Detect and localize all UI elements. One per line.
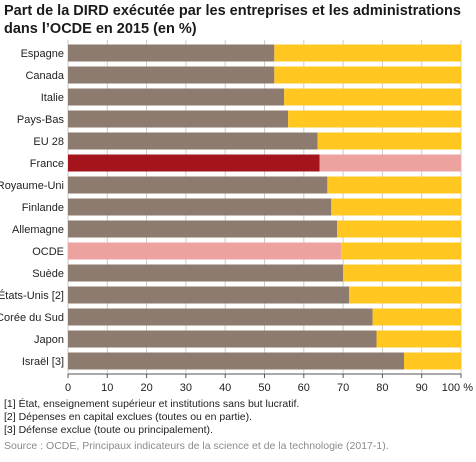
bar-segment-entreprises <box>68 66 275 84</box>
bar-segment-administrations <box>337 220 461 238</box>
stacked-bar-chart: Espagne Canada Italie Pays-Bas EU 28 France Ro… <box>0 40 473 394</box>
category-label: Espagne <box>21 48 64 60</box>
x-tick-label: 80 <box>376 382 388 394</box>
x-axis: 0 10 20 30 40 50 60 70 80 90 100 % <box>65 373 473 394</box>
category-label: Allemagne <box>12 224 64 236</box>
footnotes: [1] État, enseignement supérieur et inst… <box>4 398 472 437</box>
x-tick-label: 50 <box>258 382 270 394</box>
chart-title: Part de la DIRD exécutée par les entrepr… <box>4 3 461 37</box>
bar-segment-administrations <box>317 132 461 150</box>
bar-segment-administrations <box>341 242 461 260</box>
category-label: Italie <box>41 92 64 104</box>
bar-segment-entreprises <box>68 286 349 304</box>
category-label: Corée du Sud <box>0 312 64 324</box>
bar-segment-entreprises <box>68 330 377 348</box>
bar-segment-administrations <box>284 88 461 106</box>
category-labels: Espagne Canada Italie Pays-Bas EU 28 France Ro… <box>0 48 65 368</box>
footnote-1: [1] État, enseignement supérieur et inst… <box>4 398 300 410</box>
x-tick-label: 0 <box>65 382 71 394</box>
bar-segment-administrations <box>376 330 461 348</box>
category-label: France <box>30 158 64 170</box>
x-tick-label: 10 <box>101 382 113 394</box>
category-label: Suède <box>32 268 64 280</box>
footnote-2: [2] Dépenses en capital exclues (toutes … <box>4 411 253 423</box>
bar-segment-entreprises <box>68 176 328 194</box>
x-tick-label: 60 <box>298 382 310 394</box>
bar-segment-entreprises <box>68 352 405 370</box>
bar-segment-entreprises <box>68 88 285 106</box>
bar-segment-administrations <box>372 308 461 326</box>
x-tick-label: 30 <box>180 382 192 394</box>
bar-segment-entreprises <box>68 242 342 260</box>
category-label: OCDE <box>32 246 64 258</box>
category-label: Pays-Bas <box>17 114 65 126</box>
x-tick-label: 90 <box>416 382 428 394</box>
bar-segment-entreprises <box>68 220 338 238</box>
footnote-3: [3] Défense exclue (toute ou principalem… <box>4 424 213 436</box>
category-label: Canada <box>25 70 64 82</box>
bar-segment-entreprises <box>68 44 275 62</box>
x-tick-label: 70 <box>337 382 349 394</box>
category-label: Finlande <box>22 202 64 214</box>
bar-segment-entreprises <box>68 154 320 172</box>
category-label: EU 28 <box>33 136 64 148</box>
bar-segment-entreprises <box>68 110 289 128</box>
bar-segment-administrations <box>327 176 461 194</box>
bar-segment-entreprises <box>68 198 332 216</box>
bars <box>68 44 461 370</box>
category-label: Japon <box>34 334 64 346</box>
bar-segment-entreprises <box>68 308 373 326</box>
bar-segment-administrations <box>348 286 461 304</box>
x-tick-label: 40 <box>219 382 231 394</box>
bar-segment-entreprises <box>68 264 344 282</box>
source-note: Source : OCDE, Principaux indicateurs de… <box>4 440 389 452</box>
bar-segment-administrations <box>274 66 461 84</box>
bar-segment-administrations <box>343 264 461 282</box>
x-tick-label: 100 % <box>442 382 473 394</box>
x-tick-label: 20 <box>140 382 152 394</box>
bar-segment-administrations <box>288 110 461 128</box>
bar-segment-administrations <box>331 198 461 216</box>
bar-segment-administrations <box>274 44 461 62</box>
bar-segment-administrations <box>319 154 461 172</box>
bar-segment-administrations <box>404 352 461 370</box>
bar-segment-entreprises <box>68 132 318 150</box>
category-label: États-Unis [2] <box>0 289 64 302</box>
category-label: Royaume-Uni <box>0 180 64 192</box>
category-label: Israël [3] <box>22 356 64 368</box>
